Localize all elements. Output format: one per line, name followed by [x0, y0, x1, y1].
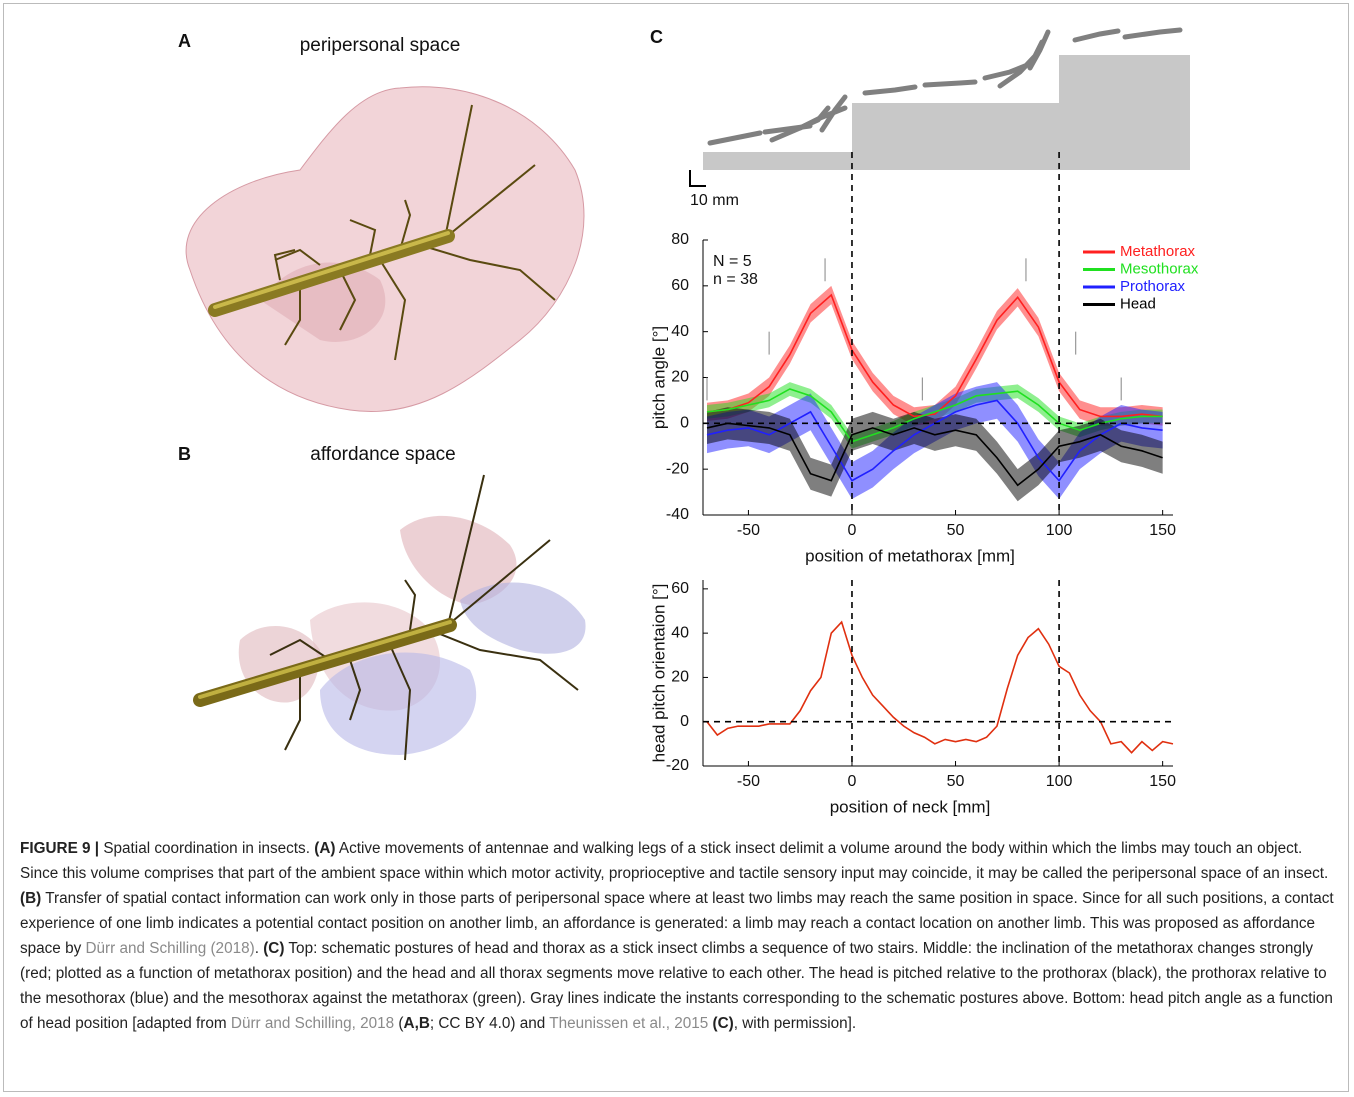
citation-link[interactable]: Dürr and Schilling (2018) [85, 940, 255, 957]
x-tick-label: 100 [1046, 522, 1073, 539]
caption-text: . [254, 940, 264, 957]
x-tick-label: 0 [848, 522, 857, 539]
caption-text: , with permission]. [733, 1015, 857, 1032]
y-tick-label: 40 [671, 624, 689, 641]
caption-text: Top: schematic postures of head and thor… [20, 940, 1333, 1032]
annotation: n = 38 [713, 271, 758, 288]
caption-text: Active movements of antennae and walking… [20, 840, 1329, 882]
series-line [706, 422, 1163, 487]
figure: A peripersonal space B affordance space [178, 27, 1199, 817]
annotation: N = 5 [713, 253, 752, 270]
x-tick-label: 100 [1046, 773, 1073, 790]
posture-sticks [707, 27, 1183, 146]
caption-bold: A,B [403, 1015, 430, 1032]
x-tick-label: 150 [1149, 522, 1176, 539]
y-tick-label: 0 [680, 713, 689, 730]
y-tick-label: 40 [671, 323, 689, 340]
panel-label: C [650, 27, 663, 47]
panel-title: peripersonal space [300, 35, 461, 56]
legend-label: Mesothorax [1120, 260, 1199, 277]
series-line [706, 293, 1163, 418]
scale-bar-label: 10 mm [690, 192, 739, 209]
caption-bold: (B) [20, 890, 42, 907]
x-tick-label: 0 [848, 773, 857, 790]
panel-title: affordance space [310, 444, 455, 465]
caption-bold: (A) [314, 840, 336, 857]
legend-label: Metathorax [1120, 243, 1196, 260]
panel-label: B [178, 444, 191, 464]
series-line [706, 620, 1174, 754]
caption-text: ; CC BY 4.0) and [429, 1015, 550, 1032]
figure-frame [3, 3, 1349, 1092]
y-tick-label: 60 [671, 580, 689, 597]
y-axis-title: pitch angle [°] [649, 326, 668, 429]
y-tick-label: -20 [666, 460, 689, 477]
x-tick-label: -50 [737, 522, 760, 539]
x-tick-label: 150 [1149, 773, 1176, 790]
stairs [703, 55, 1190, 170]
insect-render-a [185, 86, 585, 412]
caption-text: ( [394, 1015, 404, 1032]
caption-figure-label: FIGURE 9 | [20, 840, 100, 857]
caption: FIGURE 9 | Spatial coordination in insec… [20, 836, 1338, 1036]
y-tick-label: 60 [671, 277, 689, 294]
citation-link[interactable]: Dürr and Schilling, 2018 [230, 1015, 395, 1032]
y-tick-label: -40 [666, 506, 689, 523]
legend-label: Prothorax [1120, 278, 1186, 295]
citation-link[interactable]: Theunissen et al., 2015 [549, 1015, 709, 1032]
y-tick-label: 80 [671, 231, 689, 248]
scale-bar [689, 170, 706, 187]
caption-bold: (C) [708, 1015, 734, 1032]
x-tick-label: 50 [947, 522, 965, 539]
x-axis-title: position of neck [mm] [830, 797, 991, 816]
y-axis-title: head pitch orientaion [°] [649, 584, 668, 763]
error-band [707, 285, 1163, 426]
caption-text: Spatial coordination in insects. [99, 840, 315, 857]
y-tick-label: 20 [671, 369, 689, 386]
x-tick-label: 50 [947, 773, 965, 790]
x-axis-title: position of metathorax [mm] [805, 546, 1015, 565]
legend-label: Head [1120, 295, 1156, 312]
y-tick-label: 20 [671, 669, 689, 686]
caption-text: Transfer of spatial contact information … [20, 890, 1334, 957]
series-line [706, 388, 1163, 443]
panel-label: A [178, 31, 191, 51]
x-tick-label: -50 [737, 773, 760, 790]
insect-render-b [193, 474, 586, 761]
y-tick-label: 0 [680, 415, 689, 432]
y-tick-label: -20 [666, 757, 689, 774]
caption-bold: (C) [263, 940, 285, 957]
